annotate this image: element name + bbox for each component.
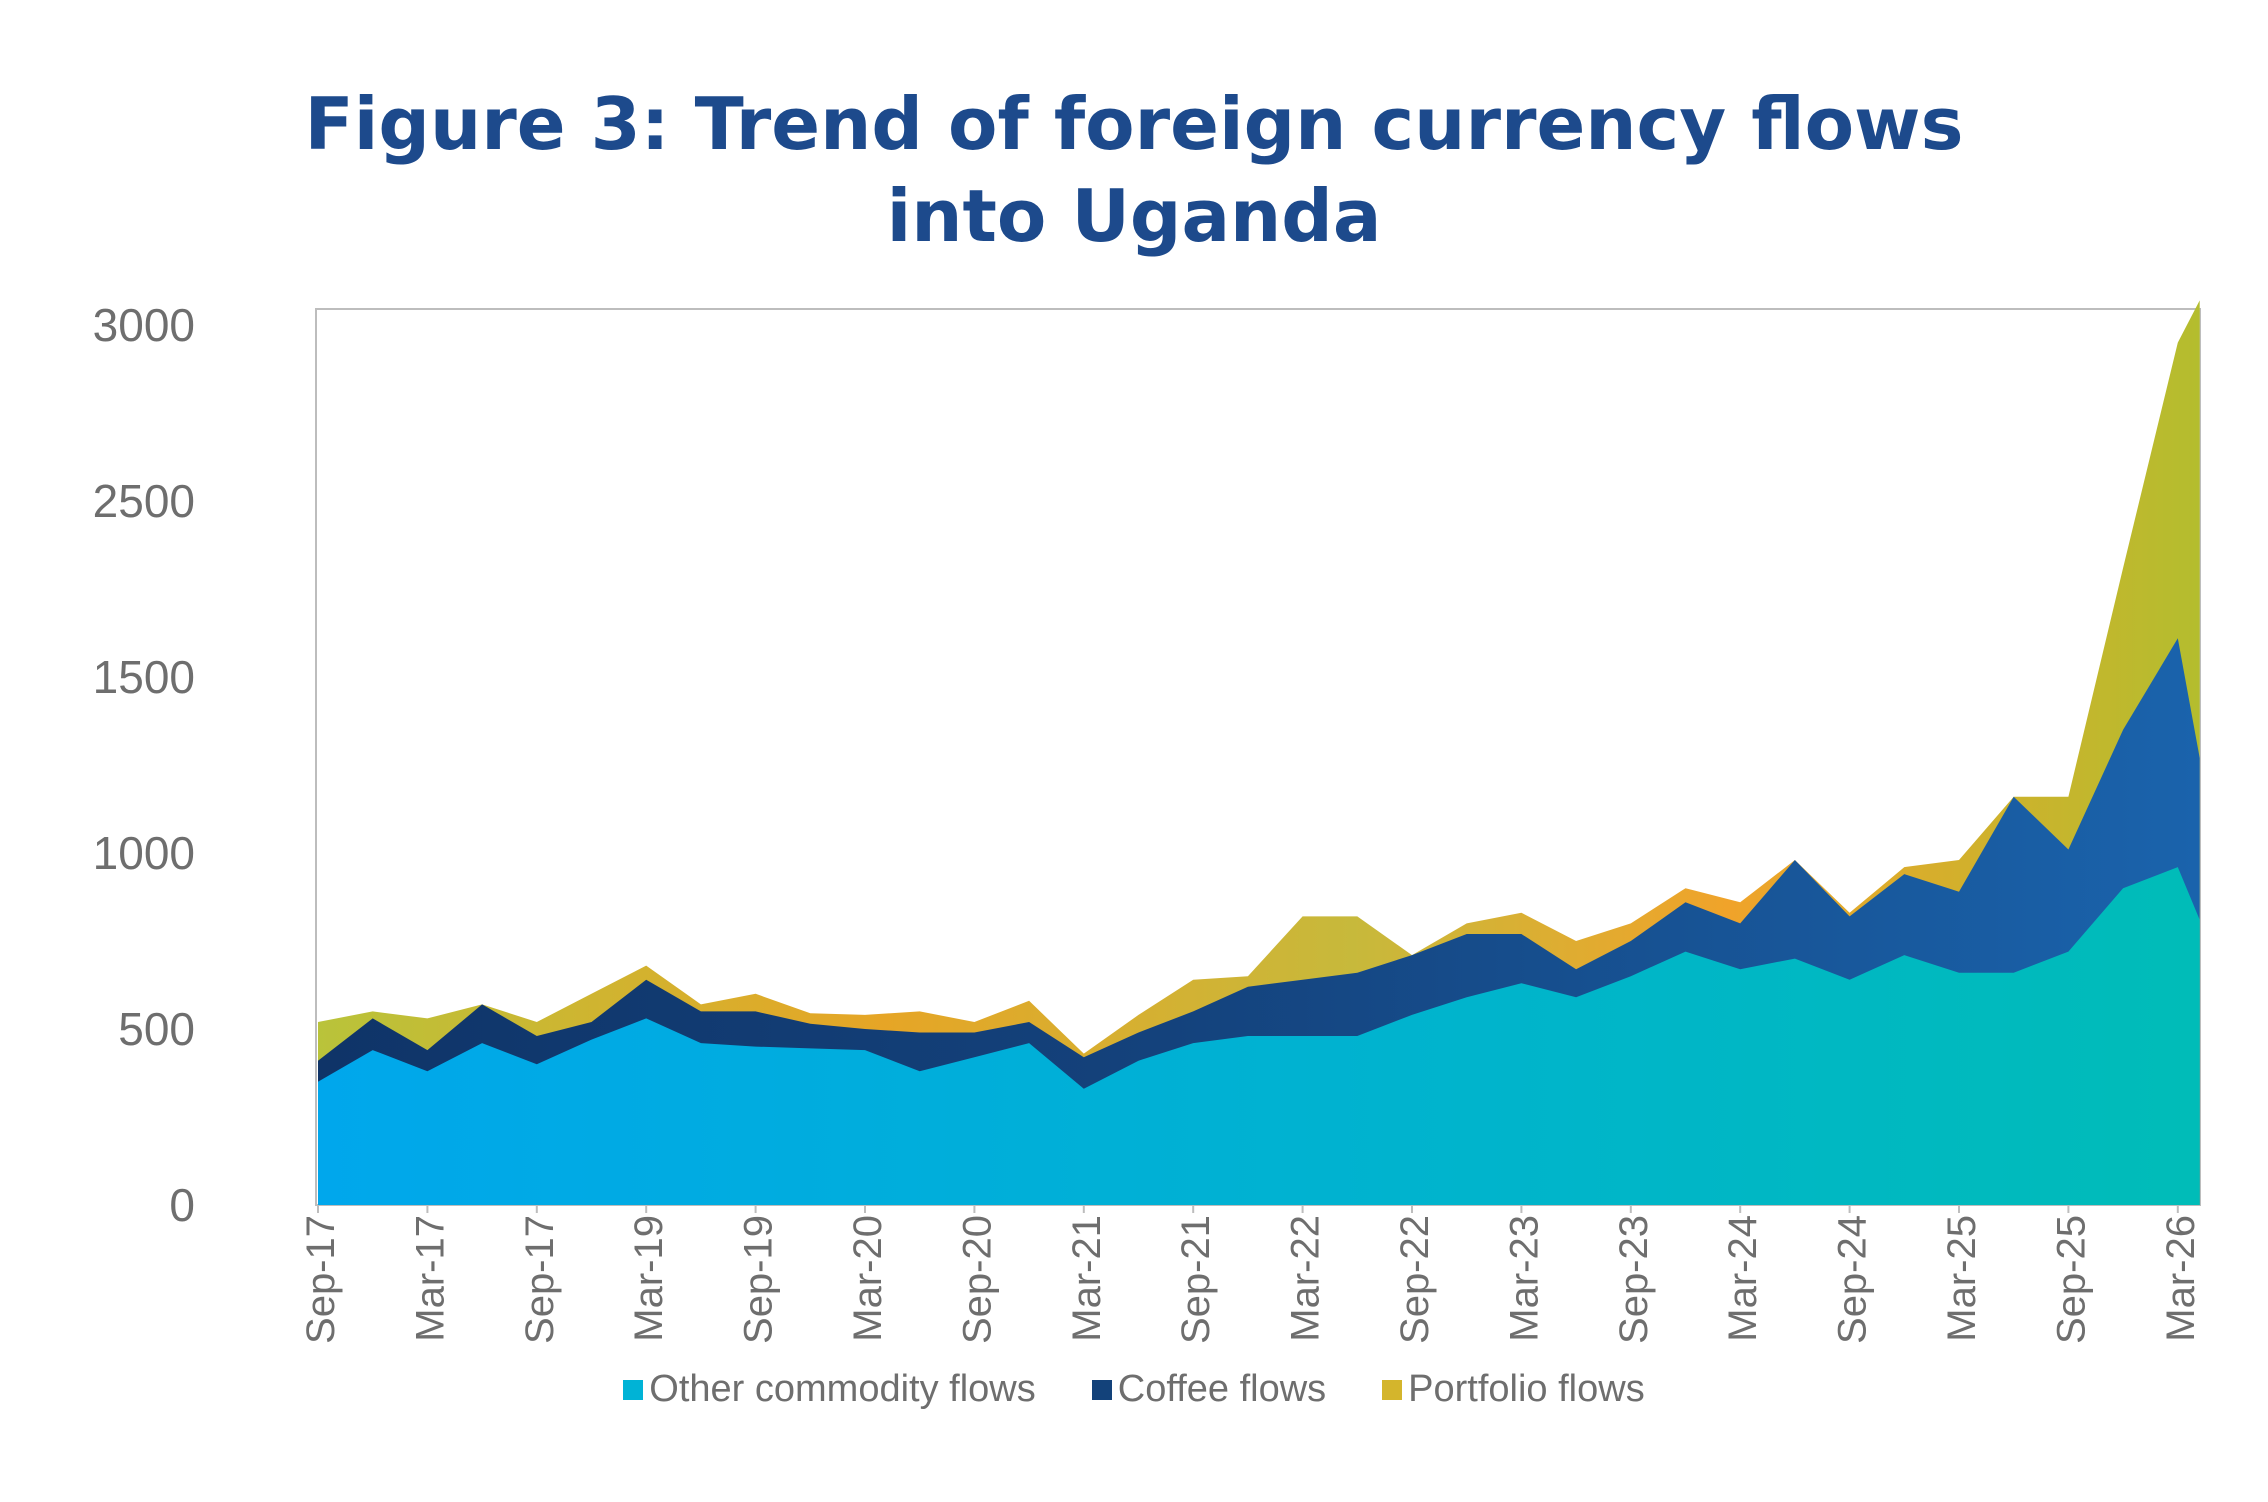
x-tick-label: Sep-25 xyxy=(2049,1215,2093,1344)
x-tick-label: Sep-17 xyxy=(518,1215,562,1344)
legend-label: Portfolio flows xyxy=(1408,1368,1645,1410)
x-tick-label: Mar-23 xyxy=(1502,1215,1546,1342)
legend-swatch xyxy=(623,1379,644,1400)
y-axis: 0 500 1000 1500 2500 3000 xyxy=(93,299,195,1231)
x-tick-label: Sep-23 xyxy=(1612,1215,1656,1344)
y-tick-label: 2500 xyxy=(93,475,195,527)
x-tick-label: Mar-20 xyxy=(846,1215,890,1342)
chart-title: Figure 3: Trend of foreign currency flow… xyxy=(304,82,1964,258)
y-tick-label: 0 xyxy=(169,1179,195,1231)
series-areas xyxy=(318,300,2200,1205)
y-tick-label: 500 xyxy=(118,1003,195,1055)
x-tick-label: Mar-19 xyxy=(627,1215,671,1342)
x-axis: Sep-17 Mar-17 Sep-17 Mar-19 Sep-19 Mar-20 Sep-… xyxy=(299,1205,2203,1344)
legend-item-portfolio: Portfolio flows xyxy=(1382,1368,1645,1411)
x-tick-label: Sep-20 xyxy=(955,1215,999,1344)
legend-item-other-commodity: Other commodity flows xyxy=(623,1368,1036,1411)
y-tick-label: 1000 xyxy=(93,827,195,879)
y-tick-label: 3000 xyxy=(93,299,195,351)
legend-label: Coffee flows xyxy=(1117,1368,1327,1410)
x-tick-label: Sep-21 xyxy=(1174,1215,1218,1344)
legend: Other commodity flows Coffee flows Portf… xyxy=(0,1368,2268,1411)
legend-swatch xyxy=(1382,1379,1403,1400)
area-other-commodity-flows xyxy=(318,867,2200,1205)
x-tick-label: Sep-17 xyxy=(299,1215,343,1344)
x-tick-label: Sep-22 xyxy=(1393,1215,1437,1344)
x-tick-label: Mar-22 xyxy=(1284,1215,1328,1342)
legend-swatch xyxy=(1091,1379,1112,1400)
x-tick-label: Mar-25 xyxy=(1940,1215,1984,1342)
legend-item-coffee: Coffee flows xyxy=(1091,1368,1327,1411)
legend-label: Other commodity flows xyxy=(649,1368,1036,1410)
x-tick-label: Mar-26 xyxy=(2159,1215,2203,1342)
x-tick-label: Mar-24 xyxy=(1721,1215,1765,1342)
x-tick-label: Mar-17 xyxy=(408,1215,452,1342)
x-tick-label: Sep-24 xyxy=(1831,1215,1875,1344)
y-tick-label: 1500 xyxy=(93,651,195,703)
x-tick-label: Sep-19 xyxy=(737,1215,781,1344)
x-tick-label: Mar-21 xyxy=(1065,1215,1109,1342)
